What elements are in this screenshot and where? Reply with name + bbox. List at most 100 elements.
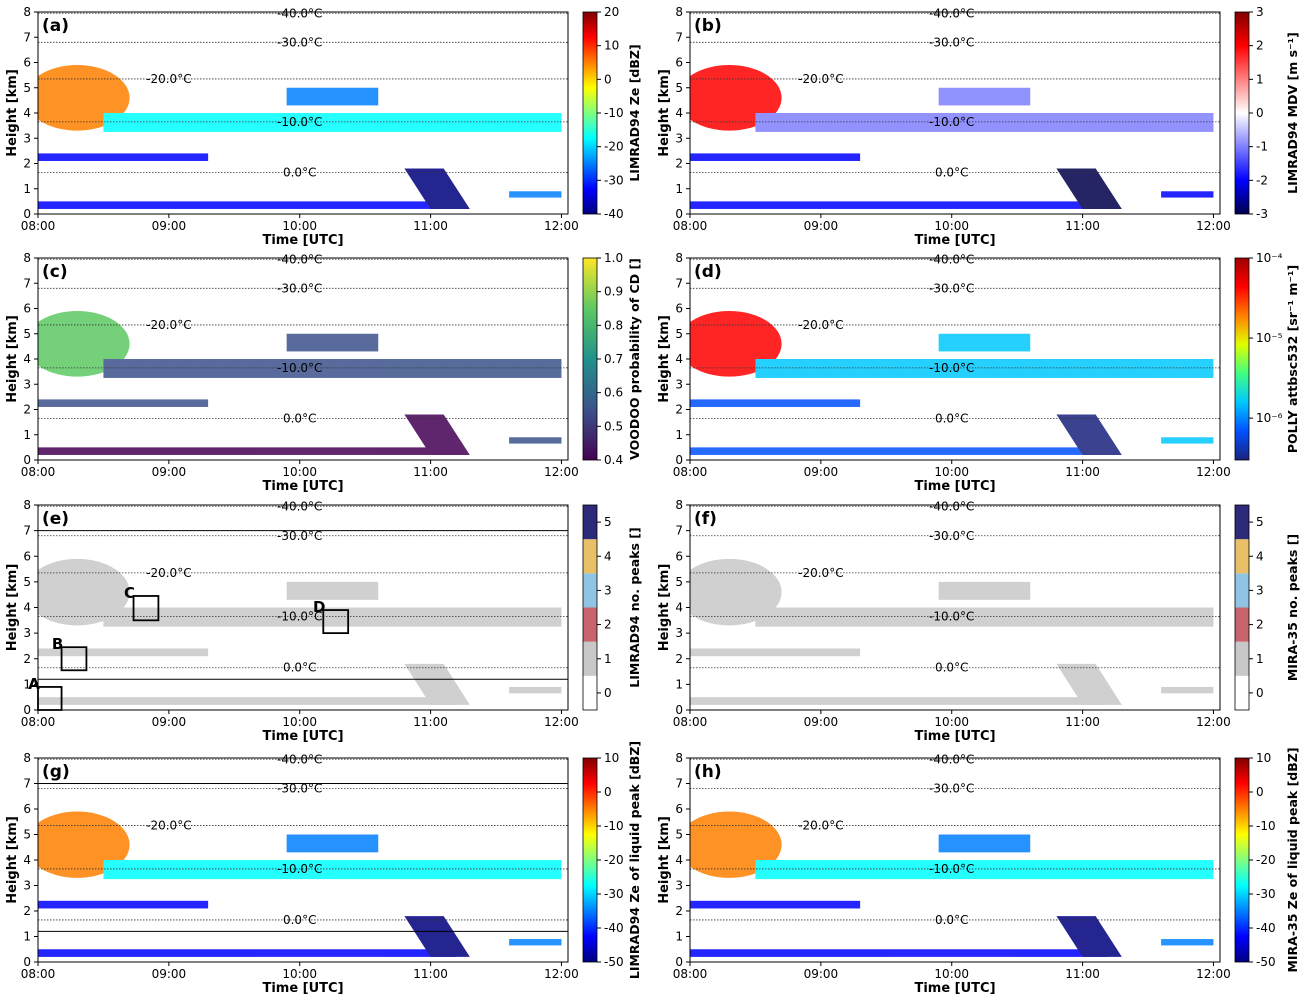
x-tick-label: 12:00: [544, 967, 579, 981]
annotation-box: [132, 595, 160, 622]
colorbar-tick-label: 10⁻⁵: [1256, 331, 1283, 345]
y-tick-label: 1: [675, 677, 683, 691]
y-tick-label: 2: [23, 157, 31, 171]
colorbar-label: VOODOO probability of CD []: [627, 258, 642, 460]
y-tick-label: 6: [23, 56, 31, 70]
colorbar-segment: [1235, 573, 1249, 608]
annotation-label: D: [313, 598, 325, 616]
x-tick-label: 10:00: [282, 715, 317, 729]
y-axis-label: Height [km]: [5, 816, 20, 904]
isotherm-label: 0.0°C: [935, 411, 968, 425]
y-tick-label: 1: [23, 930, 31, 944]
cloud: [690, 447, 1109, 455]
x-tick-label: 08:00: [21, 715, 56, 729]
panel-label: (b): [694, 16, 722, 36]
x-tick-label: 10:00: [934, 715, 969, 729]
cloud: [38, 201, 457, 209]
colorbar-tick-label: 5: [604, 515, 612, 529]
cloud: [755, 359, 1214, 378]
y-tick-label: 3: [675, 377, 683, 391]
x-tick-label: 09:00: [152, 465, 187, 479]
colorbar-tick-label: 1: [1256, 652, 1264, 666]
panel: -40.0°C-30.0°C-20.0°C-10.0°C0.0°CABCD08:…: [5, 498, 642, 744]
cloud: [286, 333, 379, 352]
isotherm-label: -40.0°C: [277, 752, 322, 766]
x-tick-label: 08:00: [21, 219, 56, 233]
colorbar-segment: [583, 505, 597, 540]
colorbar-tick-label: -20: [1256, 853, 1276, 867]
cloud: [404, 168, 470, 209]
cloud: [690, 201, 1109, 209]
colorbar-segment: [1235, 607, 1249, 642]
isotherm-label: -40.0°C: [277, 6, 322, 20]
cloud: [103, 860, 562, 880]
colorbar-tick-label: -50: [604, 955, 624, 969]
isotherm-label: 0.0°C: [283, 165, 316, 179]
colorbar-tick-label: 2: [1256, 618, 1264, 632]
colorbar-tick-label: 3: [1256, 5, 1264, 19]
isotherm-label: -30.0°C: [929, 782, 974, 796]
x-axis-label: Time [UTC]: [914, 981, 995, 996]
x-tick-label: 12:00: [1196, 967, 1231, 981]
panel-label: (g): [42, 762, 70, 782]
isotherm-label: -40.0°C: [277, 252, 322, 266]
isotherm-label: -10.0°C: [277, 115, 322, 129]
y-axis-label: Height [km]: [657, 69, 672, 157]
x-tick-label: 10:00: [934, 219, 969, 233]
cloud: [1161, 437, 1214, 444]
colorbar-label: LIMRAD94 Ze of liquid peak [dBZ]: [627, 741, 642, 979]
colorbar-tick-label: -40: [604, 921, 624, 935]
cloud: [690, 697, 1109, 705]
y-tick-label: 8: [23, 5, 31, 19]
colorbar-tick-label: 0.4: [604, 453, 623, 467]
x-axis-label: Time [UTC]: [914, 729, 995, 744]
colorbar-label: POLLY attbsc532 [sr⁻¹ m⁻¹]: [1285, 265, 1300, 453]
cloud: [38, 399, 209, 407]
y-tick-label: 3: [23, 377, 31, 391]
y-tick-label: 0: [675, 453, 683, 467]
y-tick-label: 3: [23, 879, 31, 893]
colorbar-tick-label: 4: [604, 549, 612, 563]
y-axis-label: Height [km]: [657, 564, 672, 652]
cloud: [690, 399, 861, 407]
colorbar-tick-label: -20: [604, 140, 624, 154]
y-tick-label: 8: [23, 498, 31, 512]
y-tick-label: 3: [23, 626, 31, 640]
y-tick-label: 8: [675, 251, 683, 265]
cloud: [509, 686, 562, 694]
colorbar-frame: [1234, 257, 1250, 461]
y-tick-label: 2: [675, 904, 683, 918]
x-tick-label: 11:00: [1065, 465, 1100, 479]
x-tick-label: 10:00: [934, 967, 969, 981]
colorbar-tick-label: 0.9: [604, 285, 623, 299]
x-tick-label: 10:00: [282, 465, 317, 479]
colorbar-tick-label: -10: [604, 819, 624, 833]
isotherm-label: 0.0°C: [935, 661, 968, 675]
cloud: [755, 113, 1214, 132]
colorbar-tick-label: 0.7: [604, 352, 623, 366]
colorbar-label: MIRA-35 no. peaks []: [1285, 534, 1300, 681]
cloud-field: [690, 311, 1214, 455]
x-tick-label: 11:00: [413, 219, 448, 233]
cloud-field: [690, 811, 1214, 957]
annotation-label: B: [52, 635, 63, 653]
isotherm-label: -10.0°C: [929, 862, 974, 876]
isotherm-label: -20.0°C: [798, 819, 843, 833]
y-tick-label: 4: [23, 106, 31, 120]
x-tick-label: 09:00: [804, 465, 839, 479]
isotherm-label: -20.0°C: [146, 72, 191, 86]
y-tick-label: 7: [675, 276, 683, 290]
colorbar-frame: [1234, 504, 1250, 711]
colorbar: [583, 258, 597, 460]
colorbar-label: LIMRAD94 MDV [m s⁻¹]: [1285, 32, 1300, 194]
colorbar-tick-label: 10: [1256, 751, 1271, 765]
y-tick-label: 5: [23, 828, 31, 842]
y-tick-label: 0: [23, 453, 31, 467]
panel-label: (f): [694, 509, 717, 529]
x-tick-label: 11:00: [1065, 967, 1100, 981]
isotherm-label: -20.0°C: [146, 819, 191, 833]
y-tick-label: 4: [675, 853, 683, 867]
y-axis-label: Height [km]: [5, 564, 20, 652]
colorbar-tick-label: -10: [1256, 819, 1276, 833]
cloud: [286, 581, 379, 600]
